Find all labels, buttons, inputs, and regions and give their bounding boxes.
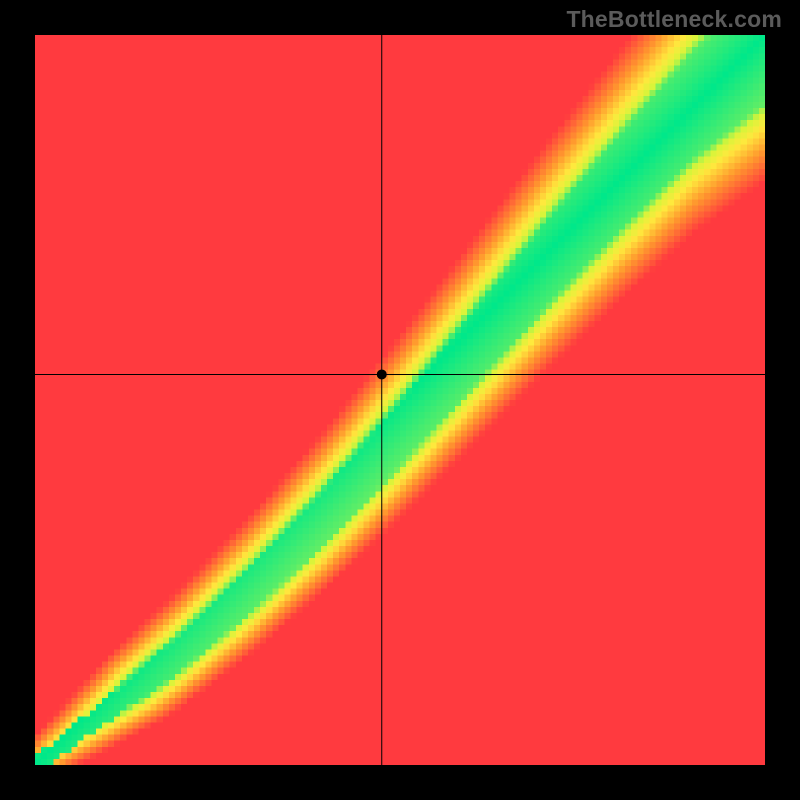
bottleneck-heatmap [35,35,765,765]
watermark-text: TheBottleneck.com [566,6,782,33]
chart-container: { "watermark": { "text": "TheBottleneck.… [0,0,800,800]
